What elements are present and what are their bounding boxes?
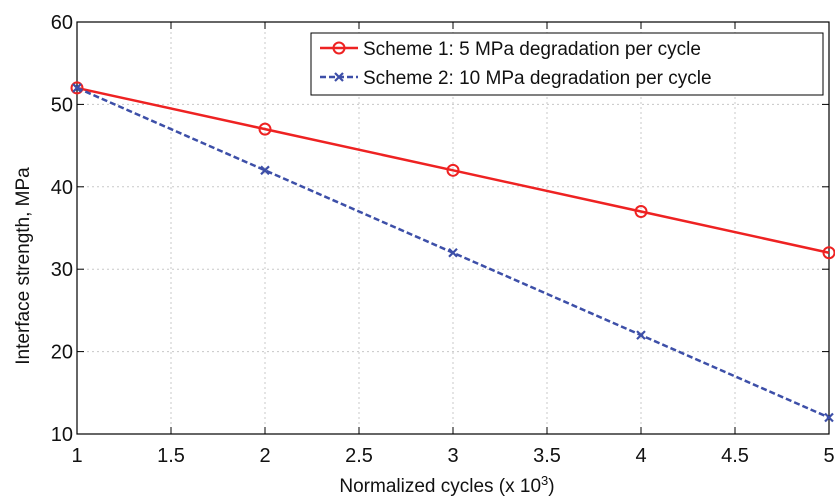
legend-marker-scheme-2: [334, 72, 344, 82]
legend: Scheme 1: 5 MPa degradation per cycle Sc…: [310, 32, 824, 96]
y-tick-label: 40: [51, 177, 73, 199]
x-tick-label: 4.5: [721, 445, 749, 467]
data-point: [636, 330, 646, 340]
y-tick-label: 10: [51, 424, 73, 446]
y-axis-ticks: 10 20 30 40 50 60: [51, 12, 829, 446]
series-2: [72, 83, 834, 423]
grid: [77, 22, 829, 434]
legend-label-scheme-2: Scheme 2: 10 MPa degradation per cycle: [363, 68, 712, 89]
series-line: [76, 86, 830, 254]
data-point: [70, 81, 84, 95]
y-tick-label: 30: [51, 259, 73, 281]
x-axis-ticks: 1 1.5 2 2.5 3 3.5 4 4.5 5: [71, 22, 835, 467]
y-tick-label: 60: [51, 12, 73, 34]
x-tick-label: 4: [635, 445, 646, 467]
data-point: [446, 163, 460, 177]
y-tick-label: 50: [51, 94, 73, 116]
data-point: [258, 122, 272, 136]
data-point: [824, 412, 834, 423]
data-point: [634, 205, 648, 219]
series-1: [70, 81, 835, 260]
x-tick-label: 3: [447, 445, 458, 467]
x-axis-label: Normalized cycles (x 103): [339, 473, 554, 498]
y-axis-label: Interface strength, MPa: [13, 167, 34, 365]
x-tick-label: 5: [823, 445, 834, 467]
x-tick-label: 2.5: [345, 445, 373, 467]
x-axis-label-suffix: ): [548, 476, 554, 497]
data-point: [448, 247, 458, 258]
plot-frame: [76, 21, 830, 435]
legend-entry-scheme-1: Scheme 1: 5 MPa degradation per cycle: [320, 39, 701, 60]
x-tick-label: 1.5: [157, 445, 185, 467]
legend-entry-scheme-2: Scheme 2: 10 MPa degradation per cycle: [320, 68, 712, 89]
data-point: [260, 165, 270, 176]
y-tick-label: 20: [51, 342, 73, 364]
series: [70, 81, 835, 423]
legend-label-scheme-1: Scheme 1: 5 MPa degradation per cycle: [363, 39, 701, 60]
x-tick-label: 2: [259, 445, 270, 467]
x-tick-label: 3.5: [533, 445, 561, 467]
data-point: [72, 83, 82, 93]
legend-marker-scheme-1: [332, 41, 346, 55]
legend-box: [310, 32, 824, 96]
x-axis-label-exponent: 3: [541, 473, 548, 488]
x-axis-label-text: Normalized cycles (x 10: [339, 476, 541, 497]
x-tick-label: 1: [71, 445, 82, 467]
